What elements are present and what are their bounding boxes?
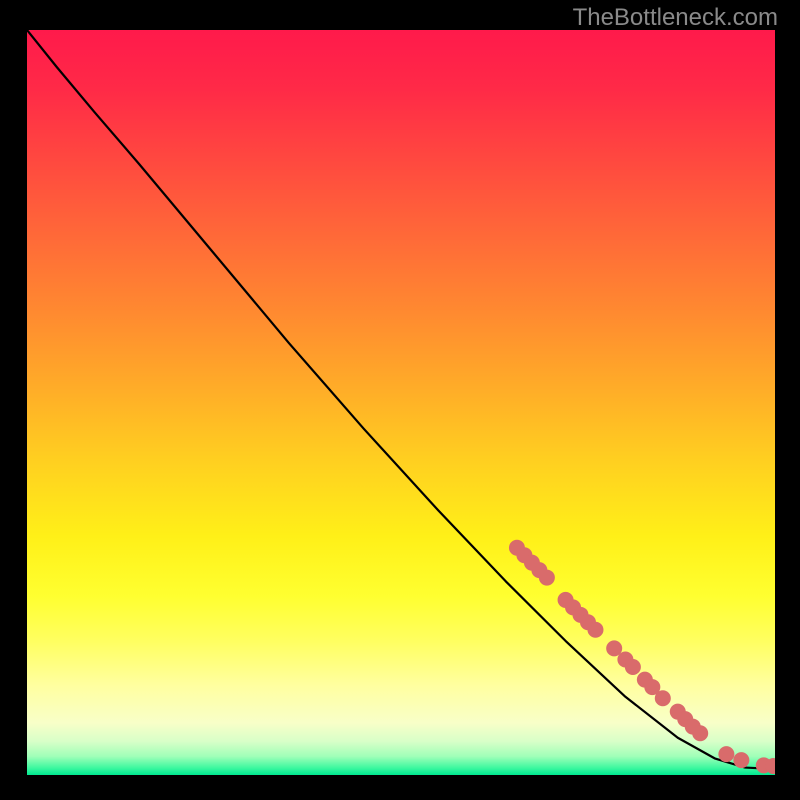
data-marker	[625, 659, 641, 675]
plot-background	[27, 30, 775, 775]
chart-frame: TheBottleneck.com	[0, 0, 800, 800]
plot-area	[27, 30, 775, 775]
data-marker	[539, 570, 555, 586]
data-marker	[587, 622, 603, 638]
watermark-text: TheBottleneck.com	[573, 4, 778, 32]
data-marker	[655, 690, 671, 706]
plot-svg	[27, 30, 775, 775]
data-marker	[718, 746, 734, 762]
data-marker	[733, 752, 749, 768]
data-marker	[692, 725, 708, 741]
